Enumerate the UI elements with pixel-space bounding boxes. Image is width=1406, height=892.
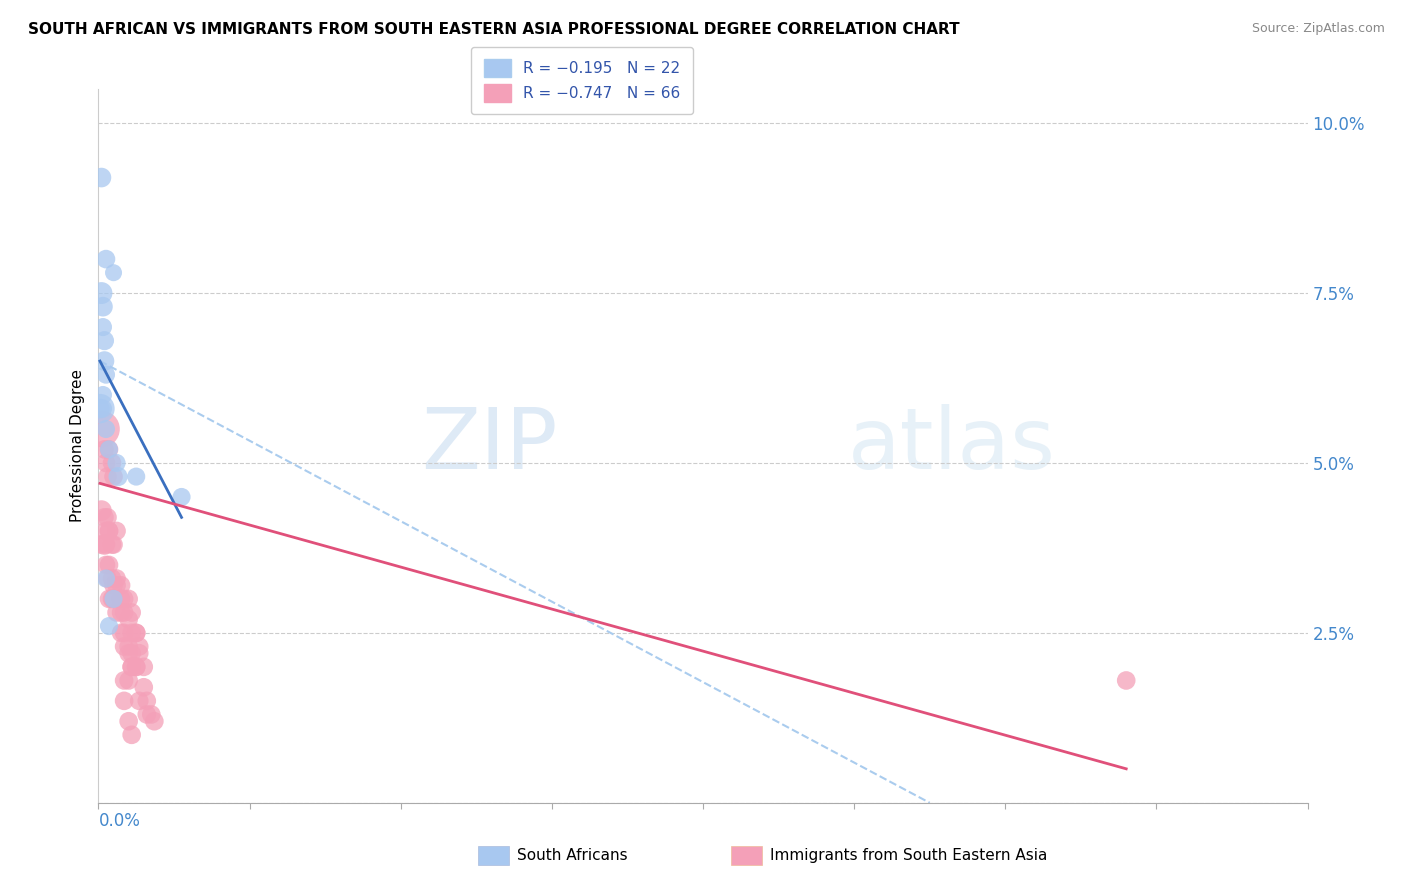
Point <box>103 591 125 606</box>
Legend: R = −0.195   N = 22, R = −0.747   N = 66: R = −0.195 N = 22, R = −0.747 N = 66 <box>471 47 693 114</box>
Point <box>90 537 112 551</box>
Point <box>135 707 157 722</box>
Text: South Africans: South Africans <box>517 848 628 863</box>
Point <box>121 606 143 620</box>
Text: atlas: atlas <box>848 404 1056 488</box>
Point <box>110 626 132 640</box>
Point <box>112 591 135 606</box>
Point <box>112 694 135 708</box>
Text: SOUTH AFRICAN VS IMMIGRANTS FROM SOUTH EASTERN ASIA PROFESSIONAL DEGREE CORRELAT: SOUTH AFRICAN VS IMMIGRANTS FROM SOUTH E… <box>28 22 960 37</box>
Point <box>128 640 150 654</box>
Point <box>121 660 143 674</box>
Point <box>112 606 135 620</box>
Point <box>112 640 135 654</box>
Point <box>170 490 193 504</box>
Point <box>91 300 114 314</box>
Point <box>90 503 112 517</box>
Point <box>103 591 125 606</box>
Point <box>103 537 125 551</box>
Text: ZIP: ZIP <box>422 404 558 488</box>
Point <box>103 469 125 483</box>
Point <box>91 320 114 334</box>
Point <box>1115 673 1137 688</box>
Point <box>98 524 121 538</box>
Point <box>91 401 114 416</box>
Point <box>98 558 121 572</box>
Point <box>94 422 117 436</box>
Point <box>118 591 141 606</box>
Point <box>101 456 124 470</box>
Point <box>143 714 166 729</box>
Point <box>141 707 163 722</box>
Point <box>101 591 124 606</box>
Y-axis label: Professional Degree: Professional Degree <box>69 369 84 523</box>
Point <box>125 626 148 640</box>
Point <box>132 680 155 694</box>
Point <box>98 619 121 633</box>
Point <box>94 456 117 470</box>
Point <box>91 388 114 402</box>
Point <box>112 673 135 688</box>
Point <box>103 578 125 592</box>
Point <box>110 606 132 620</box>
Point <box>98 442 121 457</box>
Point <box>118 640 141 654</box>
Point <box>110 591 132 606</box>
Point <box>89 401 111 416</box>
Point <box>90 422 112 436</box>
Point <box>118 646 141 660</box>
Point <box>121 660 143 674</box>
Point <box>98 591 121 606</box>
Point <box>94 524 117 538</box>
Point <box>93 442 115 457</box>
Text: Immigrants from South Eastern Asia: Immigrants from South Eastern Asia <box>770 848 1047 863</box>
Point <box>105 456 128 470</box>
Point <box>101 537 124 551</box>
Point <box>118 612 141 626</box>
Point <box>94 558 117 572</box>
Point <box>118 714 141 729</box>
Point <box>112 626 135 640</box>
Point <box>96 572 118 586</box>
Point <box>89 401 111 416</box>
Point <box>121 626 143 640</box>
Text: 0.0%: 0.0% <box>98 812 141 830</box>
Point <box>93 537 115 551</box>
Point <box>90 170 112 185</box>
Point <box>98 442 121 457</box>
Point <box>103 266 125 280</box>
Point <box>125 660 148 674</box>
Point <box>96 510 118 524</box>
Point <box>125 660 148 674</box>
Point <box>96 469 118 483</box>
Point <box>98 524 121 538</box>
Point <box>107 469 129 483</box>
Point <box>94 572 117 586</box>
Point <box>105 524 128 538</box>
Point <box>125 469 148 483</box>
Point <box>93 334 115 348</box>
Point <box>121 646 143 660</box>
Point <box>128 694 150 708</box>
Point <box>93 510 115 524</box>
Point <box>105 572 128 586</box>
Point <box>105 578 128 592</box>
Point <box>132 660 155 674</box>
Point <box>90 286 112 301</box>
Text: Source: ZipAtlas.com: Source: ZipAtlas.com <box>1251 22 1385 36</box>
Point <box>128 646 150 660</box>
Point <box>118 673 141 688</box>
Point <box>93 354 115 368</box>
Point <box>101 572 124 586</box>
Point <box>94 537 117 551</box>
Point <box>105 606 128 620</box>
Point <box>110 578 132 592</box>
Point <box>94 252 117 266</box>
Point <box>135 694 157 708</box>
Point <box>125 626 148 640</box>
Point <box>94 368 117 382</box>
Point <box>121 728 143 742</box>
